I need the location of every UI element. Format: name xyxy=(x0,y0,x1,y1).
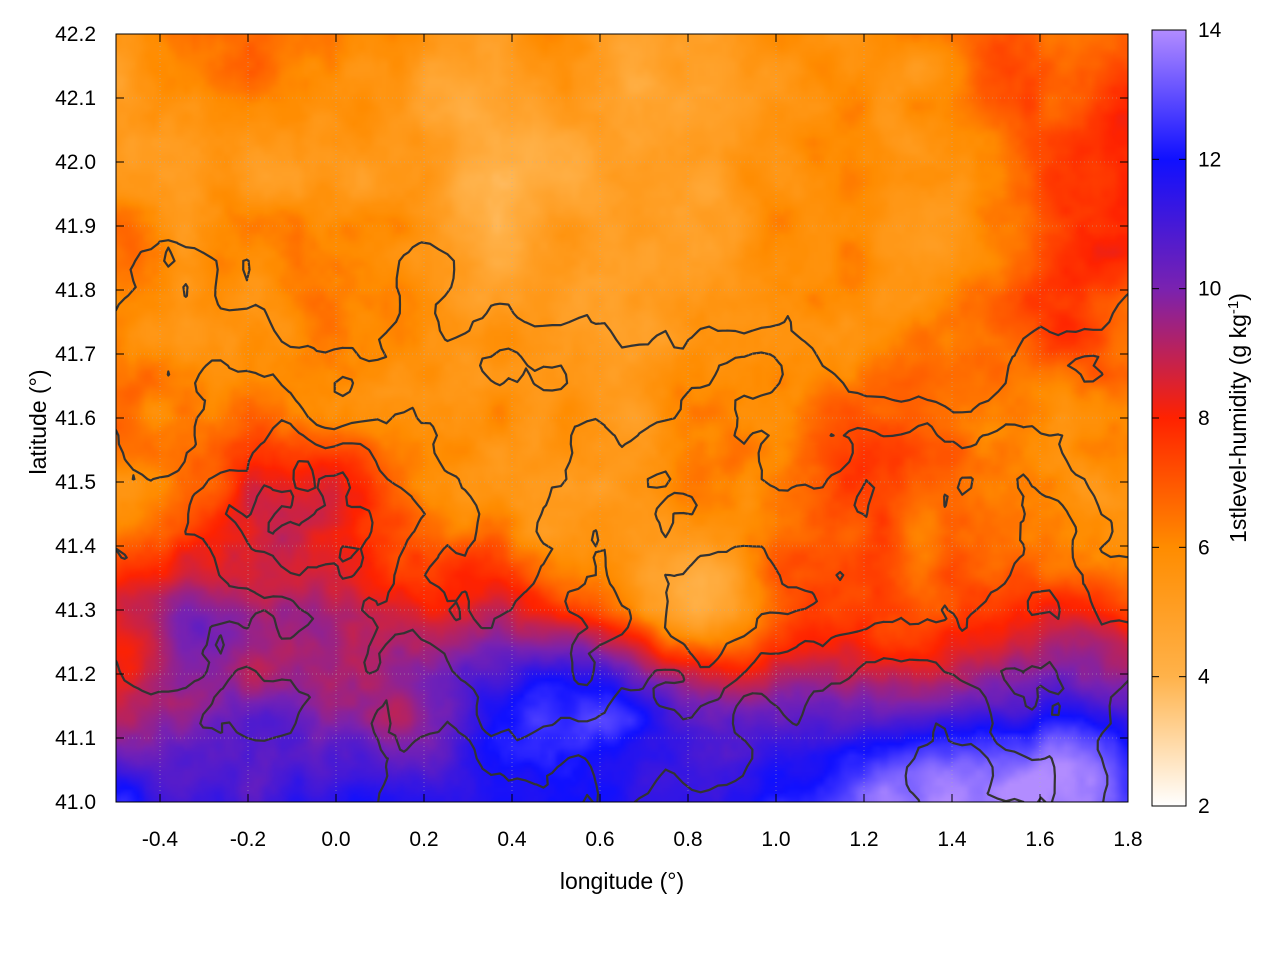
y-tick-label: 41.1 xyxy=(55,727,96,750)
y-tick-label: 41.9 xyxy=(55,215,96,238)
colorbar-title-superscript: -1 xyxy=(1225,301,1242,314)
grid-lines xyxy=(116,34,1128,802)
colorbar-tick-label: 6 xyxy=(1198,536,1210,559)
x-tick-label: 1.8 xyxy=(1113,828,1142,851)
y-tick-label: 42.1 xyxy=(55,87,96,110)
contour-line xyxy=(116,347,1128,669)
contour-line xyxy=(199,460,1128,802)
x-axis-ticks: -0.4 -0.2 0.0 0.2 0.4 0.6 0.8 1.0 1.2 1.4 1.6 1.8 xyxy=(142,34,1143,851)
y-axis-ticks: 41.0 41.1 41.2 41.3 41.4 41.5 41.6 41.7 41.8 41.9… xyxy=(55,23,1128,814)
colorbar-tick-label: 8 xyxy=(1198,407,1210,430)
x-tick-label: -0.2 xyxy=(230,828,266,851)
y-tick-label: 41.5 xyxy=(55,471,96,494)
x-tick-label: 1.2 xyxy=(849,828,878,851)
colorbar-ticks: 2 4 6 8 10 12 14 xyxy=(1152,19,1222,818)
y-tick-label: 41.7 xyxy=(55,343,96,366)
x-tick-label: 0.2 xyxy=(409,828,438,851)
x-tick-label: 0.0 xyxy=(321,828,350,851)
x-tick-label: 1.6 xyxy=(1025,828,1054,851)
x-axis-title: longitude (°) xyxy=(560,868,684,894)
y-tick-label: 42.0 xyxy=(55,151,96,174)
contour-line xyxy=(116,419,1128,742)
colorbar: 2 4 6 8 10 12 14 1stlevel-humidity (g kg-1) xyxy=(1151,19,1252,818)
x-tick-label: 1.0 xyxy=(761,828,790,851)
plot-area: -0.4 -0.2 0.0 0.2 0.4 0.6 0.8 1.0 1.2 1.4 1.6 1.8 4… xyxy=(55,23,1142,851)
colorbar-tick-label: 12 xyxy=(1198,148,1221,171)
y-tick-label: 42.2 xyxy=(55,23,96,46)
contour-line xyxy=(116,239,1128,414)
colorbar-tick-label: 2 xyxy=(1198,795,1210,818)
y-tick-label: 41.4 xyxy=(55,535,96,558)
y-tick-label: 41.6 xyxy=(55,407,96,430)
y-axis-title: latitude (°) xyxy=(25,369,51,474)
y-tick-label: 41.3 xyxy=(55,599,96,622)
colorbar-tick-label: 14 xyxy=(1198,19,1222,42)
x-tick-label: 0.8 xyxy=(673,828,702,851)
y-tick-label: 41.0 xyxy=(55,791,96,814)
x-tick-label: 1.4 xyxy=(937,828,967,851)
y-tick-label: 41.2 xyxy=(55,663,96,686)
x-tick-label: -0.4 xyxy=(142,828,179,851)
y-tick-label: 41.8 xyxy=(55,279,96,302)
x-tick-label: 0.4 xyxy=(497,828,527,851)
colorbar-tick-label: 4 xyxy=(1198,666,1210,689)
colorbar-tick-label: 10 xyxy=(1198,278,1221,301)
x-tick-label: 0.6 xyxy=(585,828,614,851)
elevation-contours xyxy=(116,239,1128,802)
colorbar-title: 1stlevel-humidity (g kg-1) xyxy=(1225,293,1252,543)
